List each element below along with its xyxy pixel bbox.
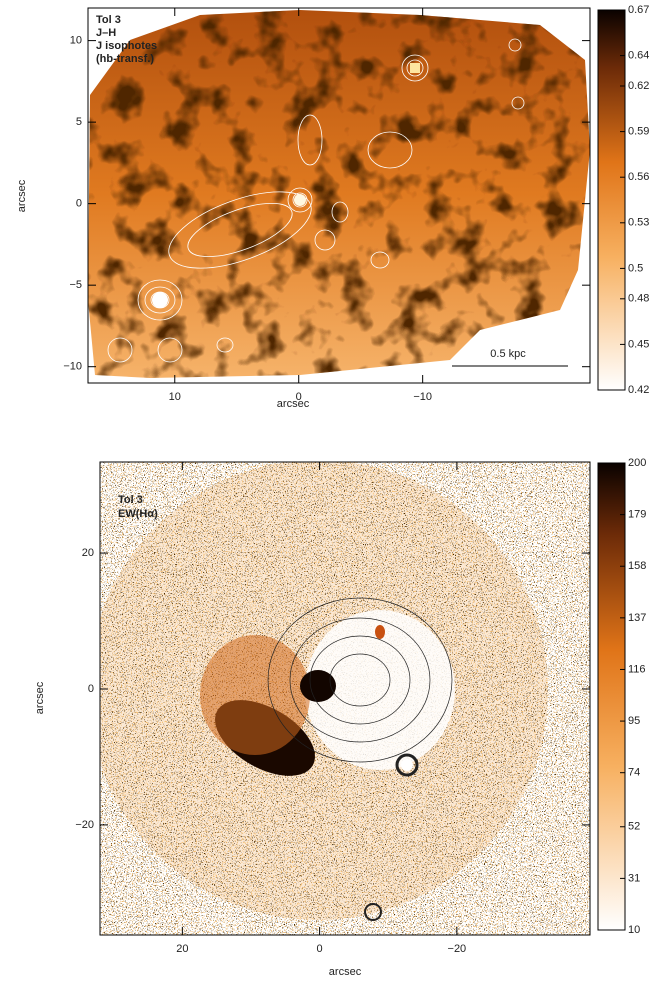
map-texture <box>88 10 590 378</box>
source <box>152 292 168 308</box>
annotation: Tol 3 <box>118 494 143 506</box>
source <box>294 194 306 206</box>
annotation: (hb-transf.) <box>96 53 154 65</box>
source <box>410 63 420 73</box>
image-panel-1 <box>87 7 591 384</box>
annotation: EW(Hα) <box>118 508 158 520</box>
annotation: Tol 3 <box>96 14 121 26</box>
colorbar-tick-label: 0.48 <box>628 293 649 305</box>
source <box>401 759 413 771</box>
emission <box>200 635 310 755</box>
plot-frame <box>87 7 591 384</box>
annotations: Tol 3 J–H J isophotes (hb-transf.) 0.5 k… <box>16 14 526 978</box>
y-tick-label: 20 <box>82 547 94 559</box>
colorbar-tick-label: 0.5 <box>628 262 643 274</box>
colorbar-tick-label: 0.42 <box>628 384 649 396</box>
colorbar-tick-label: 158 <box>628 560 646 572</box>
emission <box>300 670 336 702</box>
x-tick-label: 20 <box>176 943 188 955</box>
colorbar-tick-label: 137 <box>628 612 646 624</box>
colorbar-tick-label: 52 <box>628 821 640 833</box>
y-tick-label: 10 <box>70 35 82 47</box>
map-core <box>305 610 455 770</box>
colorbar-tick-label: 10 <box>628 924 640 936</box>
colorbar-tick-label: 116 <box>628 663 646 675</box>
colorbar-tick-label: 0.64 <box>628 50 649 62</box>
colorbar <box>597 9 626 391</box>
x-tick-label: −20 <box>448 943 467 955</box>
x-tick-label: 10 <box>169 391 181 403</box>
y-tick-label: −10 <box>63 361 82 373</box>
plot-frame <box>99 461 591 936</box>
emission <box>375 625 385 639</box>
colorbar-tick-label: 200 <box>628 457 646 469</box>
colorbar-tick-label: 0.53 <box>628 217 649 229</box>
colorbar-tick-label: 0.56 <box>628 171 649 183</box>
annotation: J–H <box>96 27 116 39</box>
colorbar <box>597 462 626 931</box>
y-axis-label: arcsec <box>34 681 46 714</box>
y-tick-label: −20 <box>75 819 94 831</box>
colorbar-tick-label: 179 <box>628 509 646 521</box>
x-axis-label: arcsec <box>277 398 310 410</box>
y-tick-label: −5 <box>69 279 82 291</box>
x-tick-label: −10 <box>413 391 432 403</box>
colorbar-tick-label: 0.67 <box>628 4 649 16</box>
colorbar-tick-label: 95 <box>628 715 640 727</box>
x-axis-label: arcsec <box>329 966 362 978</box>
x-tick-label: 0 <box>317 943 323 955</box>
image-panel-2 <box>100 462 590 935</box>
colorbar-tick-label: 0.62 <box>628 80 649 92</box>
y-tick-label: 0 <box>76 198 82 210</box>
y-axis-label: arcsec <box>16 179 28 212</box>
annotation: J isophotes <box>96 40 157 52</box>
colorbar-tick-label: 0.59 <box>628 126 649 138</box>
x-tick-label: 0 <box>296 391 302 403</box>
isophotes <box>267 597 453 921</box>
scale-bar-label: 0.5 kpc <box>490 348 526 360</box>
y-tick-label: 0 <box>88 683 94 695</box>
colorbar-tick-label: 0.45 <box>628 338 649 350</box>
y-tick-label: 5 <box>76 116 82 128</box>
colorbar-tick-label: 74 <box>628 767 640 779</box>
colorbar-tick-label: 31 <box>628 872 640 884</box>
